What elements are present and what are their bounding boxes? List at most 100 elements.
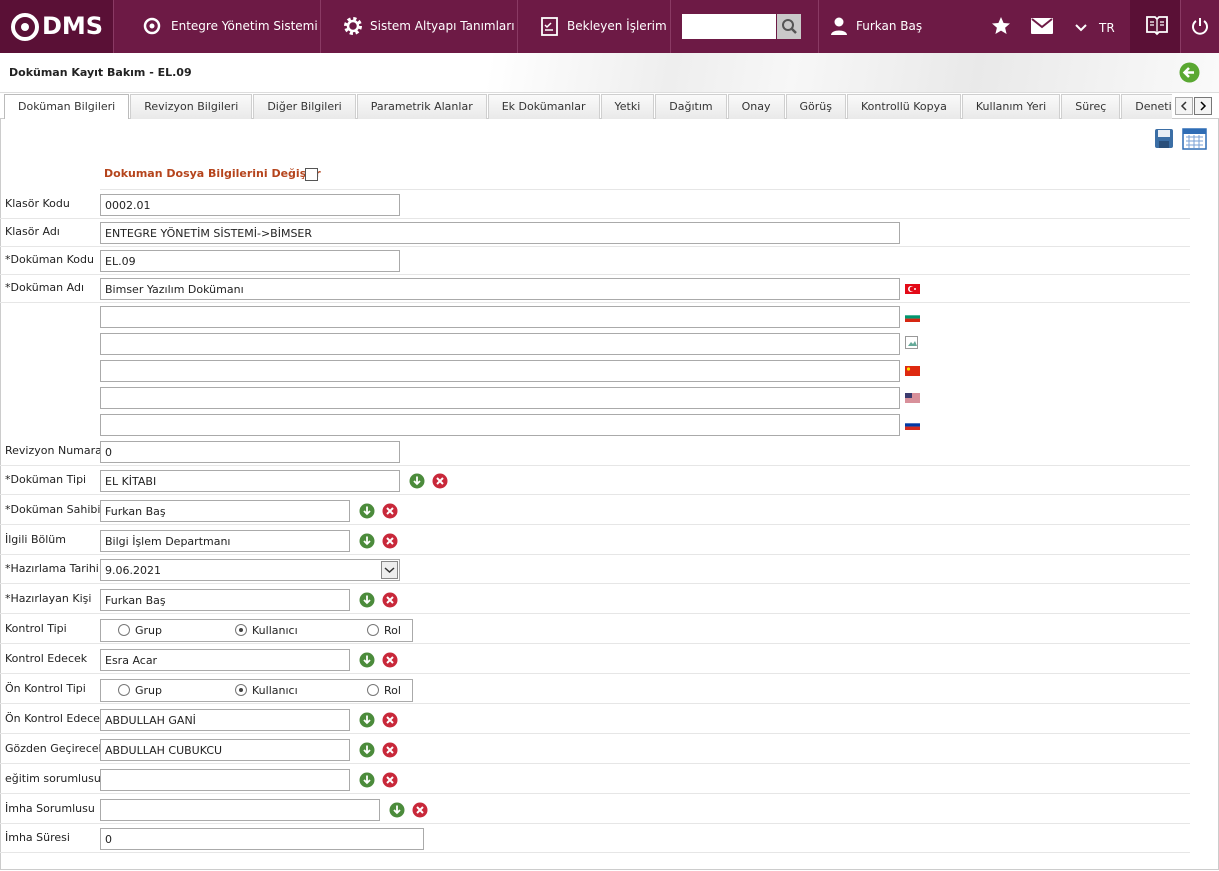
radio-label: Grup <box>135 624 163 637</box>
radio-button[interactable] <box>235 684 247 696</box>
flag <box>905 284 920 294</box>
tab-bar: Doküman Bilgileri Revizyon Bilgileri Diğer… <box>4 94 1172 119</box>
language[interactable]: TR <box>1099 21 1115 35</box>
form-row: Ön Kontrol Tipi Grup Kullanıcı Rol <box>0 676 1190 704</box>
tab[interactable]: Görüş <box>785 94 846 119</box>
radio-option[interactable]: Rol <box>367 680 401 701</box>
radio-group: Grup Kullanıcı Rol <box>100 619 413 642</box>
form-row: *Hazırlayan Kişi <box>0 586 1190 614</box>
menu-item[interactable]: Bekleyen İşlerim <box>567 19 667 33</box>
field-label: *Hazırlama Tarihi <box>5 562 99 575</box>
radio-button[interactable] <box>367 624 379 636</box>
text-input[interactable] <box>100 387 900 409</box>
tab[interactable]: Kontrollü Kopya <box>846 94 961 119</box>
lookup-icons[interactable] <box>359 592 403 608</box>
radio-label: Rol <box>384 684 401 697</box>
radio-button[interactable] <box>235 624 247 636</box>
radio-label: Rol <box>384 624 401 637</box>
text-input[interactable] <box>100 709 350 731</box>
menu-item[interactable]: Entegre Yönetim Sistemi <box>171 19 318 33</box>
text-input[interactable] <box>100 799 380 821</box>
user-name[interactable]: Furkan Baş <box>856 19 923 33</box>
calendar-button[interactable] <box>1182 128 1207 150</box>
tab[interactable]: Ek Dokümanlar <box>487 94 600 119</box>
tab[interactable]: Onay <box>727 94 785 119</box>
form-row: İmha Sorumlusu <box>0 796 1190 824</box>
lookup-icons[interactable] <box>359 503 403 519</box>
tab-scroll[interactable] <box>1175 97 1213 115</box>
menu-item[interactable]: Sistem Altyapı Tanımları <box>370 19 515 33</box>
radio-group: Grup Kullanıcı Rol <box>100 679 413 702</box>
lookup-icons[interactable] <box>389 802 433 818</box>
mail-icon[interactable] <box>1031 18 1053 34</box>
radio-button[interactable] <box>118 684 130 696</box>
page-title: Doküman Kayıt Bakım - EL.09 <box>9 66 192 79</box>
lookup-icons[interactable] <box>359 742 403 758</box>
back-button[interactable] <box>1179 62 1200 83</box>
tab[interactable]: Kullanım Yeri <box>961 94 1061 119</box>
tab[interactable]: Dağıtım <box>655 94 727 119</box>
field-label: İmha Sorumlusu <box>5 802 95 815</box>
text-input[interactable] <box>100 250 400 272</box>
favorites-icon[interactable] <box>991 16 1011 36</box>
radio-option[interactable]: Kullanıcı <box>235 680 298 701</box>
tab[interactable]: Doküman Bilgileri <box>4 94 130 119</box>
search-button[interactable] <box>777 14 801 39</box>
text-input[interactable] <box>100 470 400 492</box>
text-input[interactable] <box>100 306 900 328</box>
text-input[interactable] <box>100 828 424 850</box>
text-input[interactable] <box>100 739 350 761</box>
tab[interactable]: Süreç <box>1061 94 1121 119</box>
chevron-icon[interactable] <box>1075 24 1087 32</box>
text-input[interactable] <box>100 649 350 671</box>
date-input[interactable] <box>100 559 400 581</box>
lookup-icons[interactable] <box>359 652 403 668</box>
lookup-icons[interactable] <box>359 712 403 728</box>
change-checkbox[interactable] <box>305 168 318 181</box>
tab[interactable]: Parametrik Alanlar <box>356 94 487 119</box>
help-icon[interactable] <box>1145 14 1169 38</box>
form-row: İmha Süresi <box>0 825 1190 853</box>
search-input[interactable] <box>682 14 776 39</box>
radio-option[interactable]: Kullanıcı <box>235 620 298 641</box>
separator <box>670 0 671 53</box>
text-input[interactable] <box>100 194 400 216</box>
radio-option[interactable]: Grup <box>118 680 162 701</box>
gear-icon <box>344 17 362 35</box>
tab[interactable]: Revizyon Bilgileri <box>130 94 253 119</box>
form-row: Klasör Adı <box>0 219 1190 247</box>
save-button[interactable] <box>1155 129 1173 148</box>
radio-option[interactable]: Rol <box>367 620 401 641</box>
tab[interactable]: Denetim Soruları <box>1121 94 1172 119</box>
text-input[interactable] <box>100 441 400 463</box>
user-icon <box>831 17 847 35</box>
flag <box>905 366 920 376</box>
text-input[interactable] <box>100 278 900 300</box>
text-input[interactable] <box>100 589 350 611</box>
radio-option[interactable]: Grup <box>118 620 162 641</box>
form-row: *Hazırlama Tarihi <box>0 556 1190 584</box>
text-input[interactable] <box>100 222 900 244</box>
radio-button[interactable] <box>118 624 130 636</box>
date-dropdown[interactable] <box>381 561 398 579</box>
text-input[interactable] <box>100 414 900 436</box>
form-row: Kontrol Edecek <box>0 646 1190 674</box>
flag <box>905 312 920 322</box>
logout-icon[interactable] <box>1191 17 1209 35</box>
text-input[interactable] <box>100 360 900 382</box>
tab[interactable]: Diğer Bilgileri <box>253 94 356 119</box>
tab[interactable]: Yetki <box>600 94 655 119</box>
text-input[interactable] <box>100 500 350 522</box>
text-input[interactable] <box>100 769 350 791</box>
change-label: Dokuman Dosya Bilgilerini Değiştir <box>104 167 321 180</box>
lookup-icons[interactable] <box>359 772 403 788</box>
field-label: Ön Kontrol Tipi <box>5 682 86 695</box>
form-row <box>0 411 1190 439</box>
radio-label: Grup <box>135 684 163 697</box>
radio-button[interactable] <box>367 684 379 696</box>
lookup-icons[interactable] <box>409 473 453 489</box>
lookup-icons[interactable] <box>359 533 403 549</box>
text-input[interactable] <box>100 530 350 552</box>
text-input[interactable] <box>100 333 900 355</box>
field-label: Klasör Kodu <box>5 197 70 210</box>
